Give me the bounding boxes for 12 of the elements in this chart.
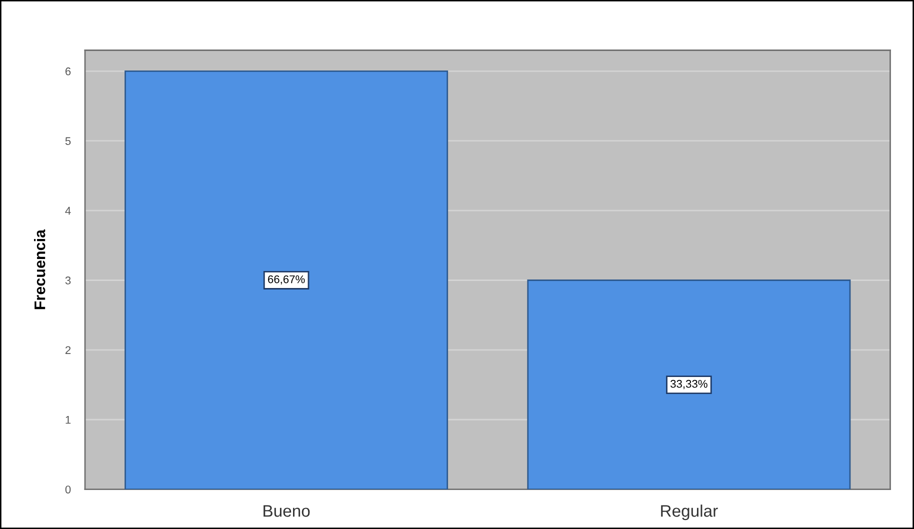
annotation: 33,33%	[670, 380, 708, 390]
y-tick-label: 4	[65, 206, 71, 215]
y-tick-label: 5	[65, 137, 71, 145]
y-axis-title: Frecuencia	[34, 229, 46, 310]
x-tick-label: Regular	[661, 504, 718, 520]
y-tick-label: 1	[66, 416, 71, 424]
y-tick-label: 0	[65, 486, 71, 494]
y-tick-label: 2	[65, 346, 71, 354]
y-tick-label: 6	[66, 67, 71, 76]
x-tick-label: Bueno	[264, 505, 310, 517]
annotation: 66,67%	[268, 275, 305, 285]
y-tick-label: 3	[65, 276, 71, 284]
